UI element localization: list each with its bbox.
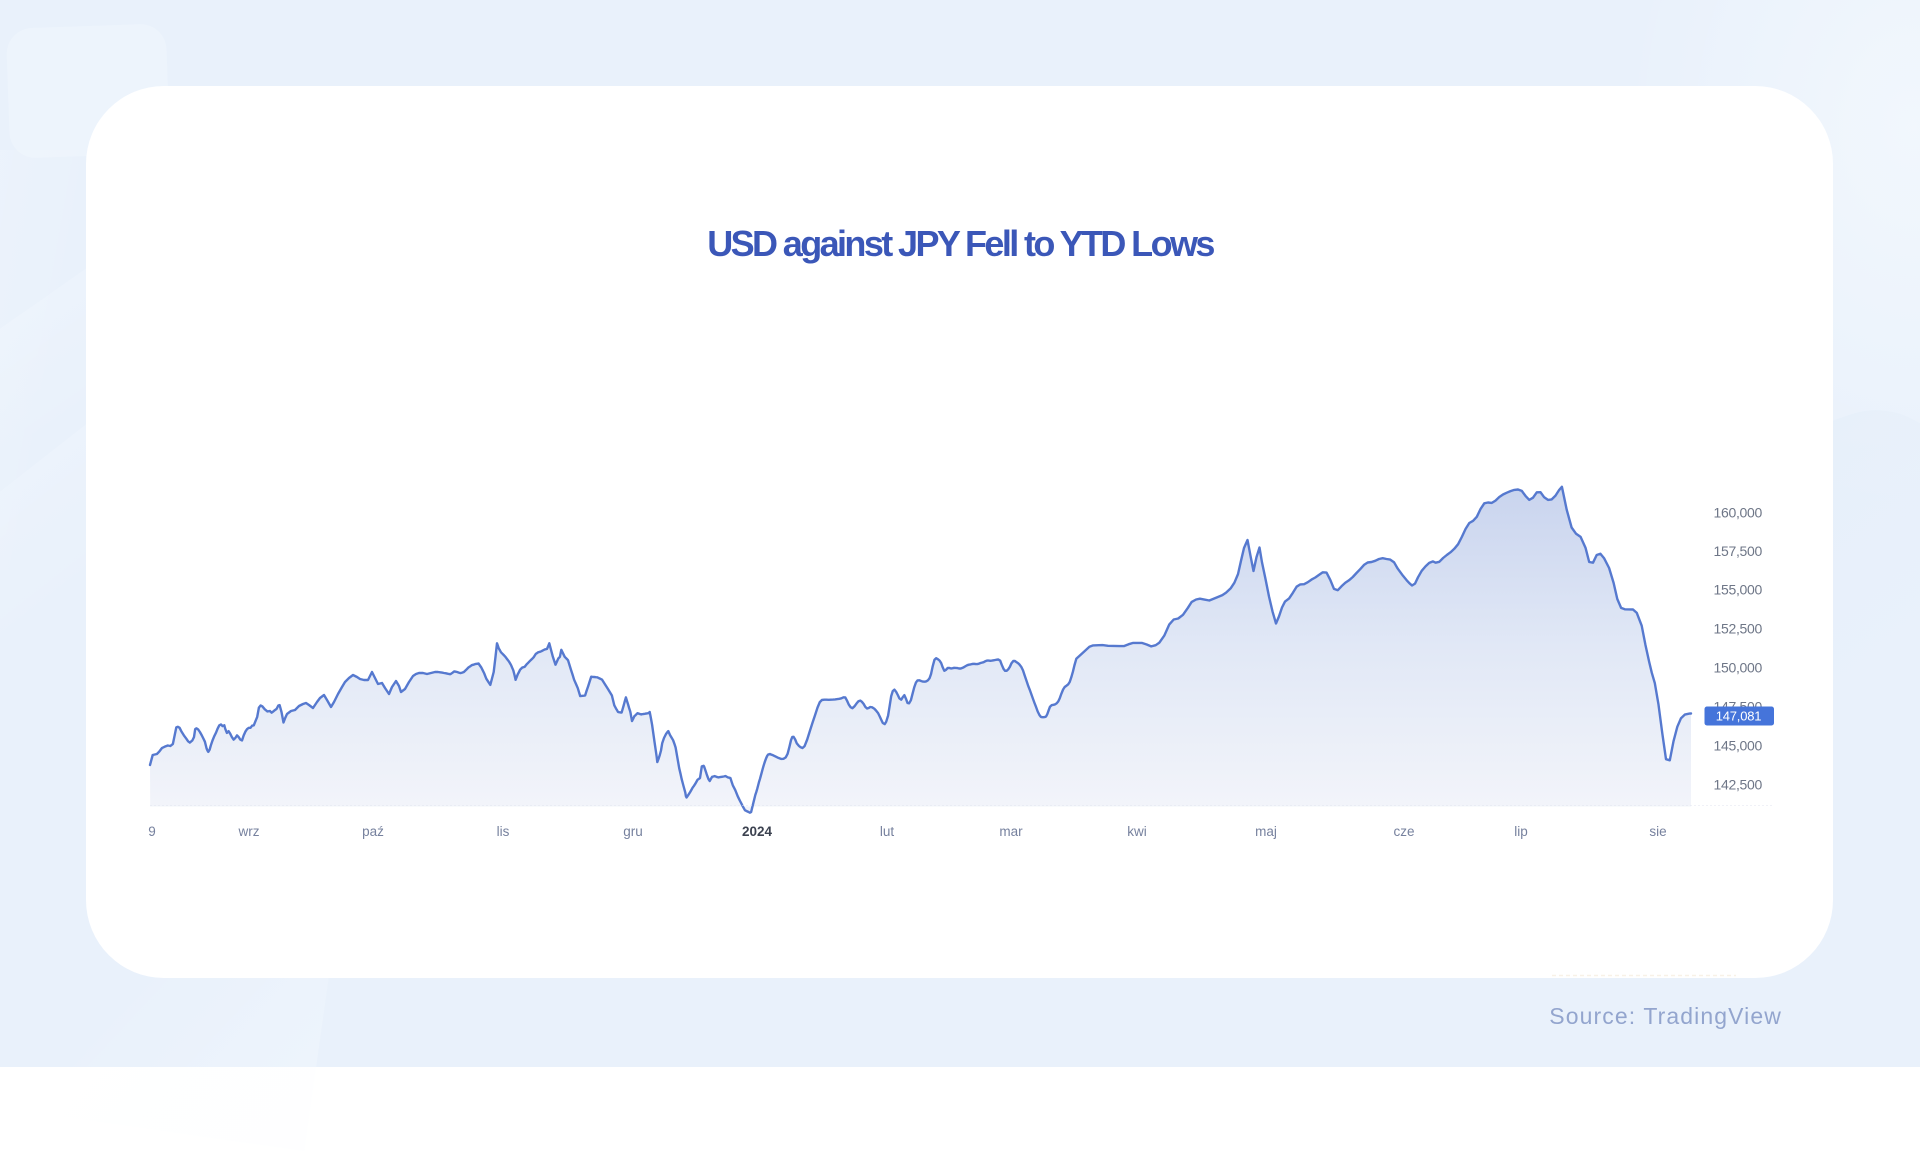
svg-text:lut: lut	[880, 824, 895, 839]
svg-text:kwi: kwi	[1127, 824, 1147, 839]
svg-text:142,500: 142,500	[1713, 777, 1762, 793]
svg-text:gru: gru	[623, 824, 643, 839]
svg-text:sie: sie	[1649, 824, 1666, 839]
svg-text:157,500: 157,500	[1713, 543, 1762, 559]
svg-text:paź: paź	[362, 824, 384, 839]
svg-text:145,000: 145,000	[1713, 738, 1762, 754]
svg-text:lip: lip	[1514, 824, 1528, 839]
svg-text:cze: cze	[1393, 824, 1414, 839]
svg-text:155,000: 155,000	[1713, 582, 1762, 598]
svg-text:2024: 2024	[742, 824, 773, 839]
svg-text:lis: lis	[497, 824, 510, 839]
svg-text:maj: maj	[1255, 824, 1277, 839]
svg-text:160,000: 160,000	[1713, 505, 1762, 521]
svg-text:150,000: 150,000	[1713, 660, 1762, 676]
svg-text:wrz: wrz	[238, 824, 260, 839]
svg-text:9: 9	[148, 824, 156, 839]
svg-text:147,081: 147,081	[1716, 709, 1762, 724]
svg-text:152,500: 152,500	[1713, 621, 1762, 637]
svg-text:mar: mar	[999, 824, 1023, 839]
